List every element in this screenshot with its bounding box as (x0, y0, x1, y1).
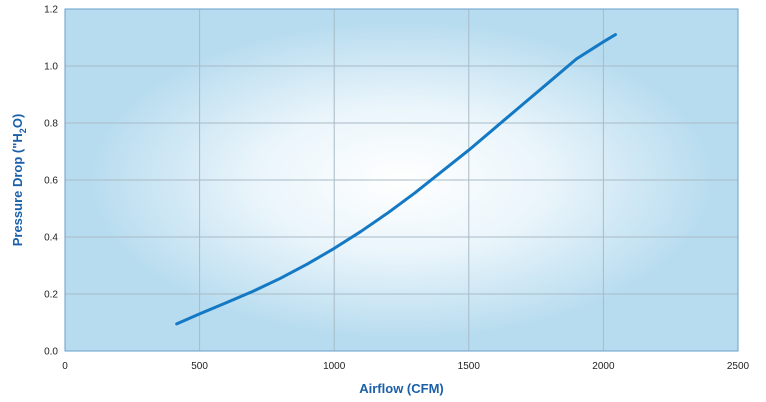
y-axis-title-sub: 2 (18, 128, 28, 133)
x-tick-label: 2000 (592, 361, 615, 372)
y-tick-label: 0.4 (44, 233, 58, 244)
y-tick-label: 0.8 (44, 119, 58, 130)
y-tick-label: 1.0 (44, 62, 58, 73)
x-tick-label: 1500 (458, 361, 481, 372)
grid-lines (65, 9, 738, 351)
y-tick-label: 0.2 (44, 290, 58, 301)
y-axis-title-main: Pressure Drop ("H (10, 133, 25, 246)
x-tick-label: 0 (62, 361, 68, 372)
x-tick-label: 2500 (727, 361, 750, 372)
x-tick-label: 1000 (323, 361, 346, 372)
y-tick-label: 0.0 (44, 347, 58, 358)
plot-frame (64, 8, 739, 352)
y-axis-title-end: O) (10, 114, 25, 128)
y-tick-label: 0.6 (44, 176, 58, 187)
x-axis-title: Airflow (CFM) (359, 381, 443, 396)
y-tick-labels: 0.0 0.2 0.4 0.6 0.8 1.0 1.2 (44, 5, 58, 358)
x-tick-label: 500 (191, 361, 208, 372)
series-group (175, 33, 617, 326)
pressure-drop-line (175, 33, 617, 326)
x-tick-labels: 0 500 1000 1500 2000 2500 (62, 361, 749, 372)
y-tick-label: 1.2 (44, 5, 58, 16)
y-axis-title: Pressure Drop ("H2O) (10, 114, 28, 247)
